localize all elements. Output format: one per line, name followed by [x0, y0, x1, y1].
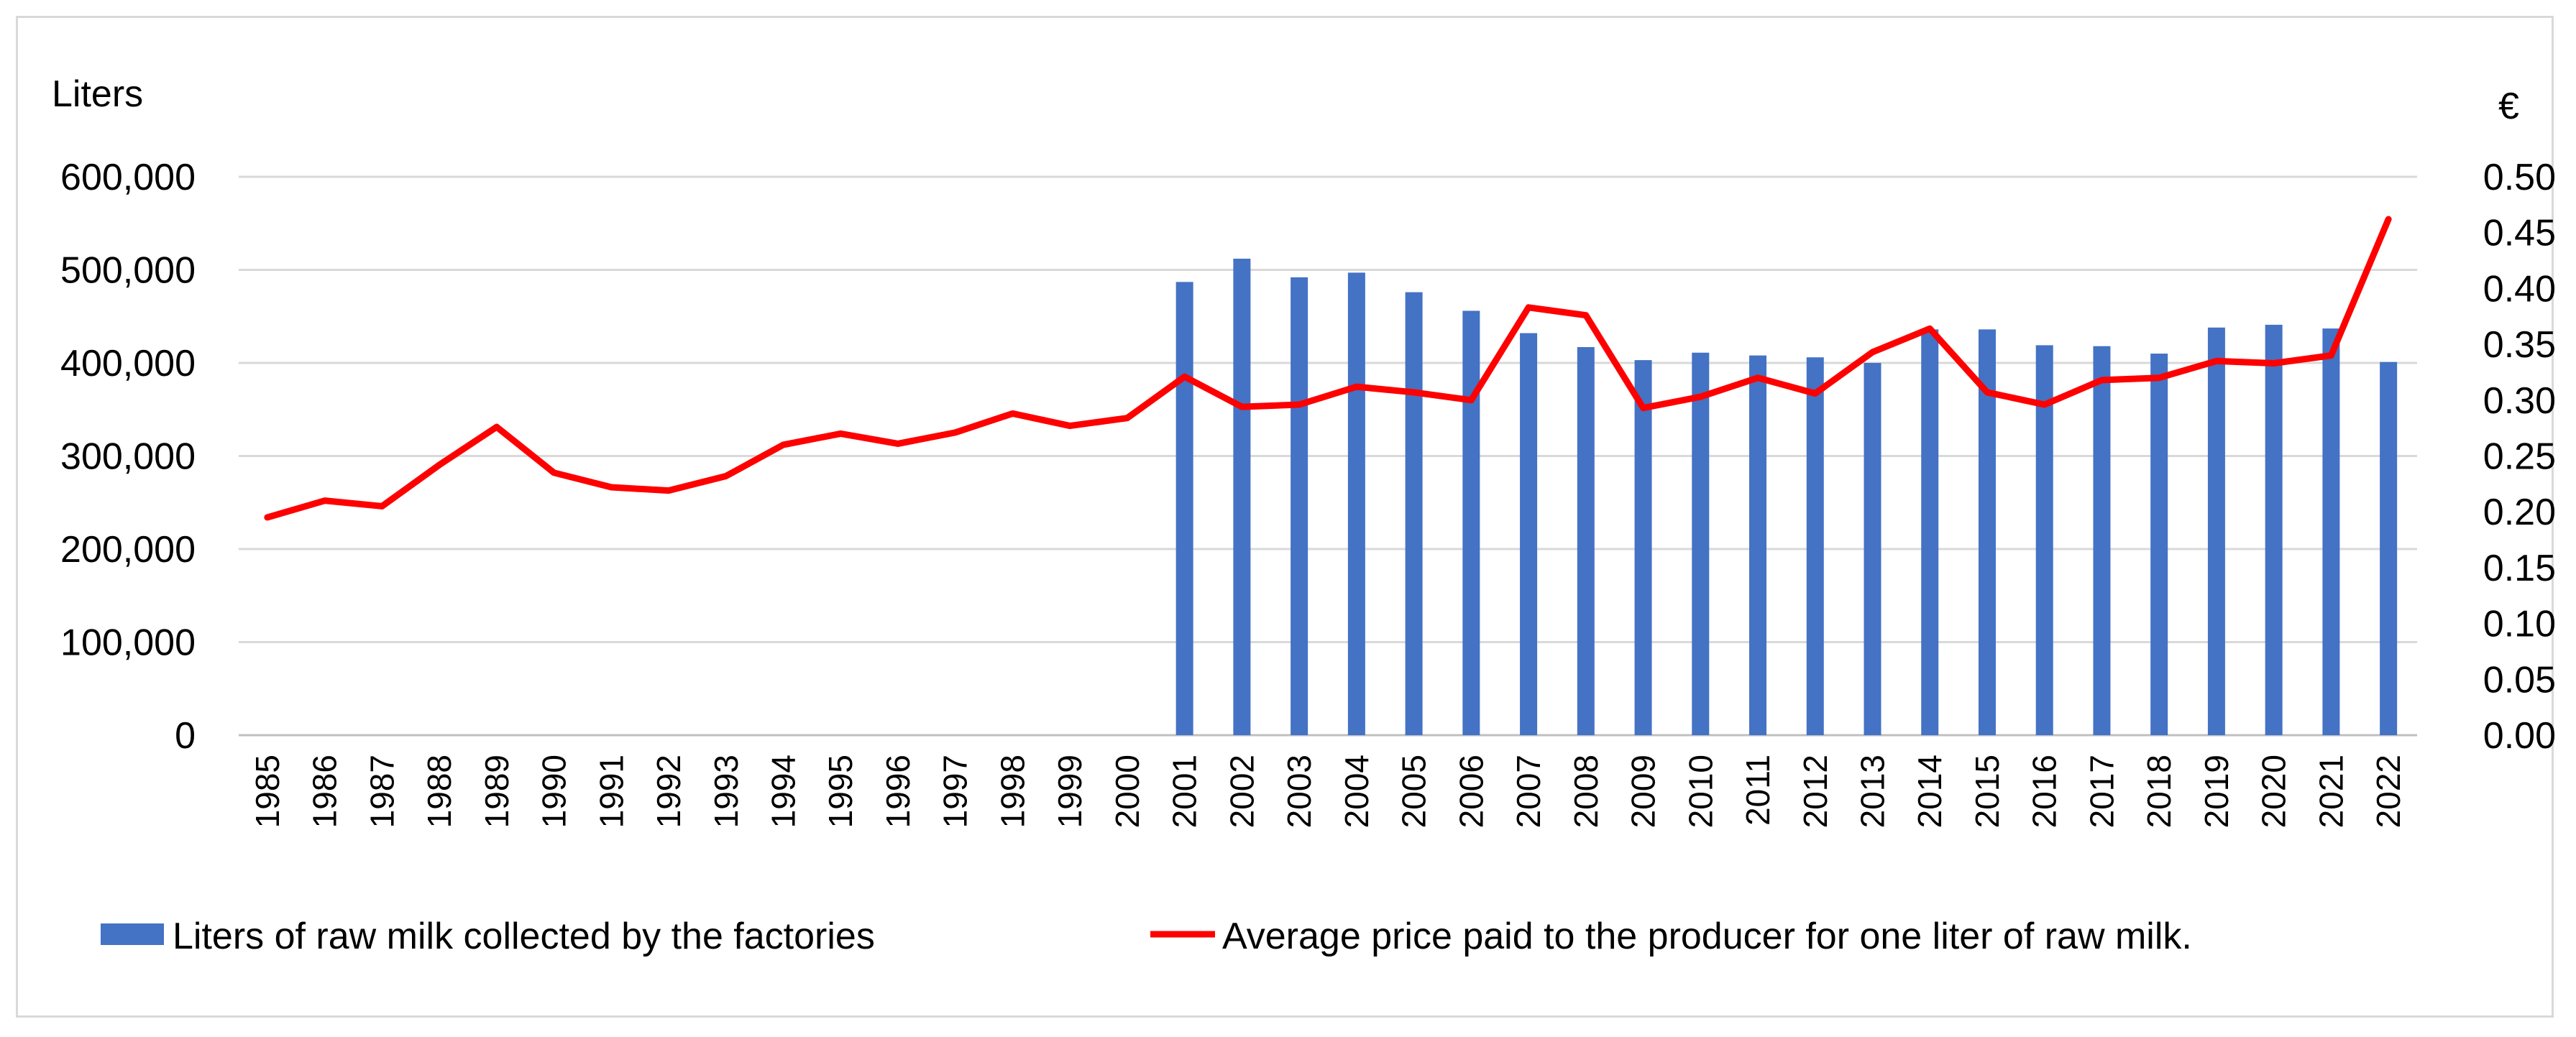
right-tick-label: 0.30	[2483, 380, 2556, 422]
bar	[1233, 258, 1251, 736]
bar	[2150, 354, 2168, 735]
x-axis-ticks: 1985 1986 1987 1988 1989 1990 1991 1992 1993 1994…	[249, 755, 2407, 828]
x-tick-label: 2010	[1682, 755, 1719, 828]
x-tick-label: 2004	[1338, 755, 1375, 828]
x-tick-label: 2017	[2083, 755, 2120, 828]
x-tick-label: 1993	[707, 755, 745, 828]
x-tick-label: 2000	[1109, 755, 1146, 828]
x-tick-label: 1988	[421, 755, 458, 828]
bar-series	[1175, 258, 2398, 736]
right-tick-label: 0.25	[2483, 436, 2556, 478]
bar	[1634, 360, 1652, 735]
bar	[2322, 328, 2340, 736]
bar	[1921, 329, 1939, 735]
price-line	[264, 216, 2392, 521]
x-tick-label: 2019	[2198, 755, 2235, 828]
left-axis-title: Liters	[52, 73, 143, 115]
x-tick-label: 2001	[1166, 755, 1204, 828]
legend-bar-swatch	[101, 923, 164, 945]
x-tick-label: 2006	[1452, 755, 1490, 828]
x-tick-label: 2005	[1395, 755, 1433, 828]
right-tick-label: 0.20	[2483, 492, 2556, 533]
x-tick-label: 2018	[2140, 755, 2178, 828]
bar	[2093, 346, 2111, 735]
bar	[2035, 345, 2053, 735]
right-tick-label: 0.50	[2483, 157, 2556, 198]
x-tick-label: 2022	[2370, 755, 2407, 828]
x-tick-label: 2015	[1968, 755, 2006, 828]
left-tick-label: 100,000	[60, 622, 196, 664]
right-tick-label: 0.10	[2483, 604, 2556, 645]
left-tick-label: 300,000	[60, 436, 196, 478]
x-tick-label: 1989	[478, 755, 515, 828]
right-tick-label: 0.15	[2483, 548, 2556, 589]
x-tick-label: 1991	[592, 755, 630, 828]
x-tick-label: 1990	[536, 755, 573, 828]
x-tick-label: 1985	[249, 755, 286, 828]
x-tick-label: 1997	[937, 755, 974, 828]
bar	[1462, 310, 1480, 736]
line-series	[264, 216, 2392, 521]
x-tick-label: 2012	[1797, 755, 1834, 828]
bar	[1577, 346, 1595, 735]
x-tick-label: 2009	[1625, 755, 1662, 828]
chart-frame	[16, 16, 2554, 1018]
bar	[2265, 324, 2283, 735]
x-tick-label: 2021	[2312, 755, 2350, 828]
x-tick-label: 1996	[879, 755, 917, 828]
right-tick-label: 0.40	[2483, 268, 2556, 310]
legend-line-label: Average price paid to the producer for o…	[1222, 916, 2192, 957]
x-tick-label: 2020	[2255, 755, 2293, 828]
bar	[2380, 361, 2398, 736]
bar	[1864, 363, 1881, 735]
x-tick-label: 1986	[306, 755, 344, 828]
x-tick-label: 2011	[1739, 755, 1777, 826]
bar	[1175, 282, 1193, 736]
right-axis-ticks: 0.00 0.05 0.10 0.15 0.20 0.25 0.30 0.35 0.40 0.45…	[2483, 157, 2556, 757]
x-tick-label: 2013	[1854, 755, 1892, 828]
legend-bar-label: Liters of raw milk collected by the fact…	[173, 916, 875, 957]
right-tick-label: 0.00	[2483, 715, 2556, 757]
left-tick-label: 600,000	[60, 157, 196, 198]
bar	[1347, 272, 1365, 735]
x-tick-label: 1992	[650, 755, 687, 828]
x-tick-label: 1995	[822, 755, 859, 828]
bar	[1520, 333, 1538, 735]
left-tick-label: 500,000	[60, 250, 196, 292]
right-tick-label: 0.05	[2483, 659, 2556, 701]
bar	[2207, 327, 2225, 735]
x-tick-label: 1999	[1051, 755, 1088, 828]
x-tick-label: 1994	[765, 755, 802, 828]
left-axis-ticks: 0 100,000 200,000 300,000 400,000 500,000 600,…	[60, 157, 196, 757]
right-axis-title: €	[2498, 86, 2519, 127]
left-tick-label: 200,000	[60, 529, 196, 571]
bar	[1749, 355, 1767, 735]
x-tick-label: 1987	[363, 755, 400, 828]
x-tick-label: 2016	[2026, 755, 2063, 828]
x-tick-label: 2014	[1911, 755, 1948, 828]
gridlines	[239, 175, 2417, 737]
bar	[1978, 329, 1996, 735]
bar	[1692, 352, 1710, 735]
right-tick-label: 0.45	[2483, 213, 2556, 254]
x-tick-label: 2002	[1223, 755, 1260, 828]
bar	[1806, 357, 1824, 736]
x-tick-label: 2007	[1510, 755, 1547, 828]
legend: Liters of raw milk collected by the fact…	[101, 916, 2192, 957]
bar	[1291, 277, 1308, 735]
right-tick-label: 0.35	[2483, 324, 2556, 366]
bar	[1405, 292, 1423, 736]
left-tick-label: 400,000	[60, 343, 196, 384]
x-tick-label: 1998	[994, 755, 1031, 828]
left-tick-label: 0	[175, 715, 196, 757]
x-tick-label: 2008	[1567, 755, 1605, 828]
x-tick-label: 2003	[1280, 755, 1318, 828]
